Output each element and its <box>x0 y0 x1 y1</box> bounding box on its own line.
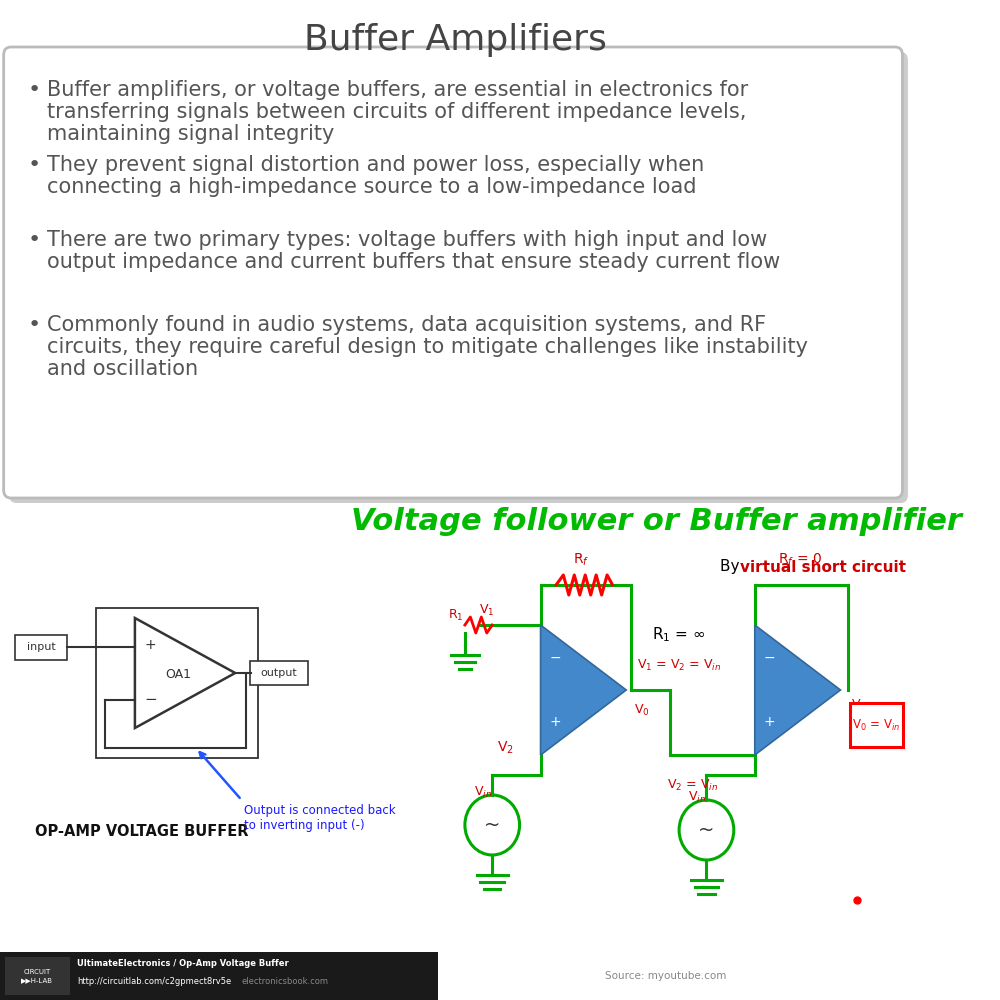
Text: V$_1$: V$_1$ <box>479 602 495 618</box>
FancyBboxPatch shape <box>850 703 903 747</box>
Text: ~: ~ <box>484 816 500 834</box>
Text: R$_f$ = 0: R$_f$ = 0 <box>778 552 822 568</box>
Text: V$_{in}$: V$_{in}$ <box>688 789 706 805</box>
Text: and oscillation: and oscillation <box>47 359 199 379</box>
Polygon shape <box>541 625 626 755</box>
Text: −: − <box>764 651 776 665</box>
Text: +: + <box>550 715 561 729</box>
Bar <box>96 608 258 758</box>
Circle shape <box>465 795 520 855</box>
Text: •: • <box>27 155 41 175</box>
Text: V$_1$ = V$_2$ = V$_{in}$: V$_1$ = V$_2$ = V$_{in}$ <box>637 657 721 673</box>
Text: circuits, they require careful design to mitigate challenges like instability: circuits, they require careful design to… <box>47 337 808 357</box>
Text: •: • <box>27 230 41 250</box>
Polygon shape <box>135 618 235 728</box>
Text: V$_{in}$: V$_{in}$ <box>474 784 492 800</box>
Text: −: − <box>550 651 561 665</box>
FancyBboxPatch shape <box>9 52 908 503</box>
Text: There are two primary types: voltage buffers with high input and low: There are two primary types: voltage buf… <box>47 230 768 250</box>
Text: They prevent signal distortion and power loss, especially when: They prevent signal distortion and power… <box>47 155 705 175</box>
Text: •: • <box>27 80 41 100</box>
Text: electronicsbook.com: electronicsbook.com <box>242 978 329 986</box>
FancyBboxPatch shape <box>250 661 308 685</box>
Text: input: input <box>27 642 55 652</box>
FancyBboxPatch shape <box>15 635 67 660</box>
Text: V$_2$ = V$_{in}$: V$_2$ = V$_{in}$ <box>667 777 718 793</box>
Text: V$_0$ = V$_{in}$: V$_0$ = V$_{in}$ <box>852 717 900 733</box>
Text: Commonly found in audio systems, data acquisition systems, and RF: Commonly found in audio systems, data ac… <box>47 315 767 335</box>
Text: CIRCUIT
▶▶H-LAB: CIRCUIT ▶▶H-LAB <box>21 969 53 983</box>
Text: V$_n$: V$_n$ <box>851 697 867 713</box>
Text: Buffer amplifiers, or voltage buffers, are essential in electronics for: Buffer amplifiers, or voltage buffers, a… <box>47 80 749 100</box>
Text: output impedance and current buffers that ensure steady current flow: output impedance and current buffers tha… <box>47 252 781 272</box>
Text: R$_1$: R$_1$ <box>448 607 464 623</box>
Text: By: By <box>720 560 745 574</box>
Bar <box>5 957 70 995</box>
Text: connecting a high-impedance source to a low-impedance load: connecting a high-impedance source to a … <box>47 177 697 197</box>
Polygon shape <box>755 625 840 755</box>
Text: UltimateElectronics / Op-Amp Voltage Buffer: UltimateElectronics / Op-Amp Voltage Buf… <box>77 960 289 968</box>
Text: Voltage follower or Buffer amplifier: Voltage follower or Buffer amplifier <box>351 508 962 536</box>
Text: Output is connected back
to inverting input (-): Output is connected back to inverting in… <box>244 804 396 832</box>
Bar <box>0 952 438 1000</box>
Text: Buffer Amplifiers: Buffer Amplifiers <box>304 23 607 57</box>
Text: virtual short circuit: virtual short circuit <box>740 560 906 574</box>
Text: R$_1$ = ∞: R$_1$ = ∞ <box>652 626 706 644</box>
Circle shape <box>679 800 734 860</box>
Text: V$_0$: V$_0$ <box>634 702 649 718</box>
Text: maintaining signal integrity: maintaining signal integrity <box>47 124 335 144</box>
Text: transferring signals between circuits of different impedance levels,: transferring signals between circuits of… <box>47 102 747 122</box>
Text: OP-AMP VOLTAGE BUFFER: OP-AMP VOLTAGE BUFFER <box>35 824 248 840</box>
Text: +: + <box>764 715 776 729</box>
Text: Source: myoutube.com: Source: myoutube.com <box>605 971 726 981</box>
Text: +: + <box>144 638 156 652</box>
Text: ~: ~ <box>698 820 715 840</box>
Text: output: output <box>261 668 297 678</box>
Text: −: − <box>144 692 157 708</box>
Text: V$_2$: V$_2$ <box>497 740 514 756</box>
Text: OA1: OA1 <box>165 668 191 680</box>
Text: •: • <box>27 315 41 335</box>
Text: R$_f$: R$_f$ <box>573 552 590 568</box>
Text: http://circuitlab.com/c2gpmect8rv5e: http://circuitlab.com/c2gpmect8rv5e <box>77 978 232 986</box>
FancyBboxPatch shape <box>4 47 902 498</box>
